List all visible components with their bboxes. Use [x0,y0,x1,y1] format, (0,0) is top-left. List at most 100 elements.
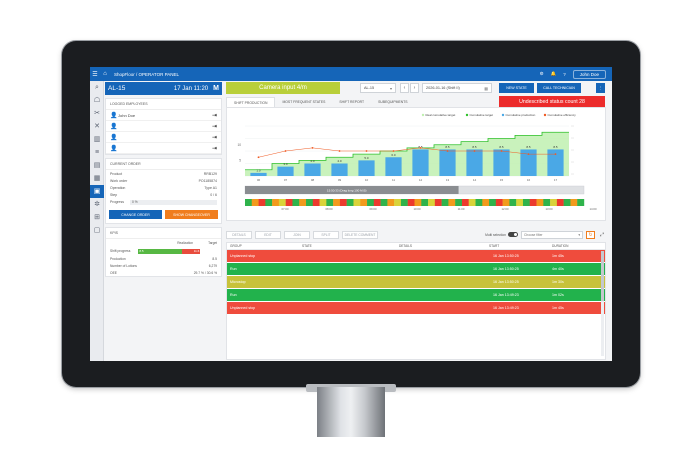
kpi-value: 8.5 [212,256,217,261]
more-icon[interactable]: ⋮ [596,83,605,93]
grid-icon[interactable]: ⊞ [94,214,100,221]
split-button[interactable]: SPLIT [313,230,339,239]
state-segment [265,199,273,206]
delete-comment-button[interactable]: DELETE COMMENT [342,230,378,239]
chart-icon[interactable]: ▥ [93,136,101,143]
next-day-button[interactable]: › [410,83,419,93]
filter-select[interactable]: Choose filter ▾ [521,230,583,239]
login-icon[interactable]: ⇥ [211,134,217,141]
tools-icon[interactable]: ✂ [94,110,100,117]
x-tick-label: 10 [365,178,369,182]
field-value: RRB129 [203,171,217,176]
multi-selection-toggle[interactable] [508,232,518,237]
state-segment [455,199,463,206]
menu-icon[interactable]: ☰ [92,71,98,78]
help-icon[interactable]: ? [563,71,566,77]
production-chart: 1.0 3.0 4.0 4.0 5.0 6.0 8.5 8.5 8.5 8.5 8.5 8.5 06 07… [237,113,596,211]
expand-icon[interactable]: ⤢ [599,231,604,238]
cell-duration: 1m 02s [552,293,564,297]
timeline-tick-label: 12:00 [502,207,509,211]
new-state-label: NEW STATE [506,86,527,90]
table-row[interactable]: Microstop 16 Jan 13:50:25 1m 30s [227,276,605,289]
state-segment [522,199,530,206]
station-id: AL-15 [108,85,126,92]
state-segment [251,199,259,206]
tab-bar: SHIFT PRODUCTION MOST FREQUENT STATES SH… [226,97,415,108]
details-button[interactable]: DETAILS [226,230,252,239]
cell-start: 16 Jan 13:49:23 [493,306,519,310]
bar-cumulative-production [277,166,294,176]
point-efficiency [257,156,260,159]
document-icon[interactable]: ▤ [93,162,101,169]
gear-icon[interactable]: ✲ [94,201,100,208]
state-segment [468,199,476,206]
cell-start: 16 Jan 13:49:23 [493,293,519,297]
notification-icon[interactable]: 🔔 [550,71,557,76]
call-technician-button[interactable]: CALL TECHNICIAN [537,83,581,93]
state-segment [360,199,368,206]
state-segment [387,199,395,206]
timeline-label: 15:50:33 (Drag long 100 M.B) [327,188,367,192]
table-row[interactable]: Run 16 Jan 13:50:25 4m 40s [227,263,605,276]
data-label: 8.5 [553,145,558,149]
table-row[interactable]: Run 16 Jan 13:49:23 1m 02s [227,289,605,302]
robot-icon[interactable]: ☖ [93,97,101,104]
table-row[interactable]: Unplanned stop 16 Jan 13:49:23 1m 45s [227,302,605,315]
kpi-card: KPIS Realization Target Shift progress 8… [105,227,222,277]
search-icon[interactable]: ⌕ [95,84,99,91]
left-panel: AL-15 17 Jan 11:20 M LOGGED EMPLOYEES 👤 … [105,82,222,361]
state-segment [299,199,307,206]
tab-shift-production[interactable]: SHIFT PRODUCTION [226,97,276,108]
change-order-button[interactable]: CHANGE ORDER [109,210,162,219]
state-segment [543,199,551,206]
kpi-label: OEE [110,270,117,275]
login-icon[interactable]: ⇥ [211,123,217,130]
monitor-icon[interactable]: ▣ [90,185,104,198]
undescribed-status-banner[interactable]: Undescribed status count 28 [499,96,605,107]
col-duration: DURATION [552,244,569,248]
state-segment [272,199,280,206]
x-tick-label: 16 [527,178,531,182]
tab-subequipments[interactable]: SUBEQUIPMENTS [378,100,408,104]
box-icon[interactable]: ▢ [93,227,101,234]
date-select[interactable]: 2026-01-16 (Shift II) ▦ [422,83,492,93]
field-label: Operation [110,185,126,190]
tab-shift-report[interactable]: SHIFT REPORT [339,100,365,104]
bar-cumulative-production [466,149,483,176]
person-icon: 👤 [110,134,118,141]
state-segment [475,199,483,206]
new-state-button[interactable]: NEW STATE [499,83,534,93]
state-segment [407,199,415,206]
refresh-icon[interactable]: ↻ [586,230,595,239]
bar-cumulative-production [547,149,564,176]
point-efficiency [419,146,422,149]
state-segment [353,199,361,206]
person-icon: 👤 [110,123,118,130]
show-changeover-button[interactable]: SHOW CHANGEOVER [165,210,218,219]
legend-entry: Real cumulative target [426,113,456,117]
order-field: Product RRB129 [106,170,221,177]
table-scrollbar[interactable] [601,251,604,356]
order-field: Work order PO1185874 [106,177,221,184]
user-menu[interactable]: John Doe [572,69,606,79]
logout-icon[interactable]: ⇥ [211,112,217,119]
wrench-icon[interactable]: ✕ [94,123,100,130]
settings-icon[interactable]: ⚙ [539,71,544,76]
join-button[interactable]: JOIN [284,230,310,239]
edit-button[interactable]: EDIT [255,230,281,239]
tab-most-frequent-states[interactable]: MOST FREQUENT STATES [282,100,326,104]
legend-marker [501,113,505,117]
y-tick-label: 5 [239,158,241,162]
monitor-stand [317,387,385,437]
clipboard-icon[interactable]: ▦ [93,175,101,182]
point-efficiency [311,146,314,149]
list-icon[interactable]: ≡ [94,149,100,156]
timeline-tick-label: 11:00 [458,207,465,211]
line-select[interactable]: AL-15 ▾ [360,83,396,93]
state-segment [258,199,266,206]
prev-day-button[interactable]: ‹ [400,83,409,93]
kpi-label: Production [110,256,126,261]
home-icon[interactable]: ⌂ [103,71,107,77]
login-icon[interactable]: ⇥ [211,145,217,152]
table-row[interactable]: Unplanned stop 16 Jan 13:50:25 1m 45s [227,250,605,263]
